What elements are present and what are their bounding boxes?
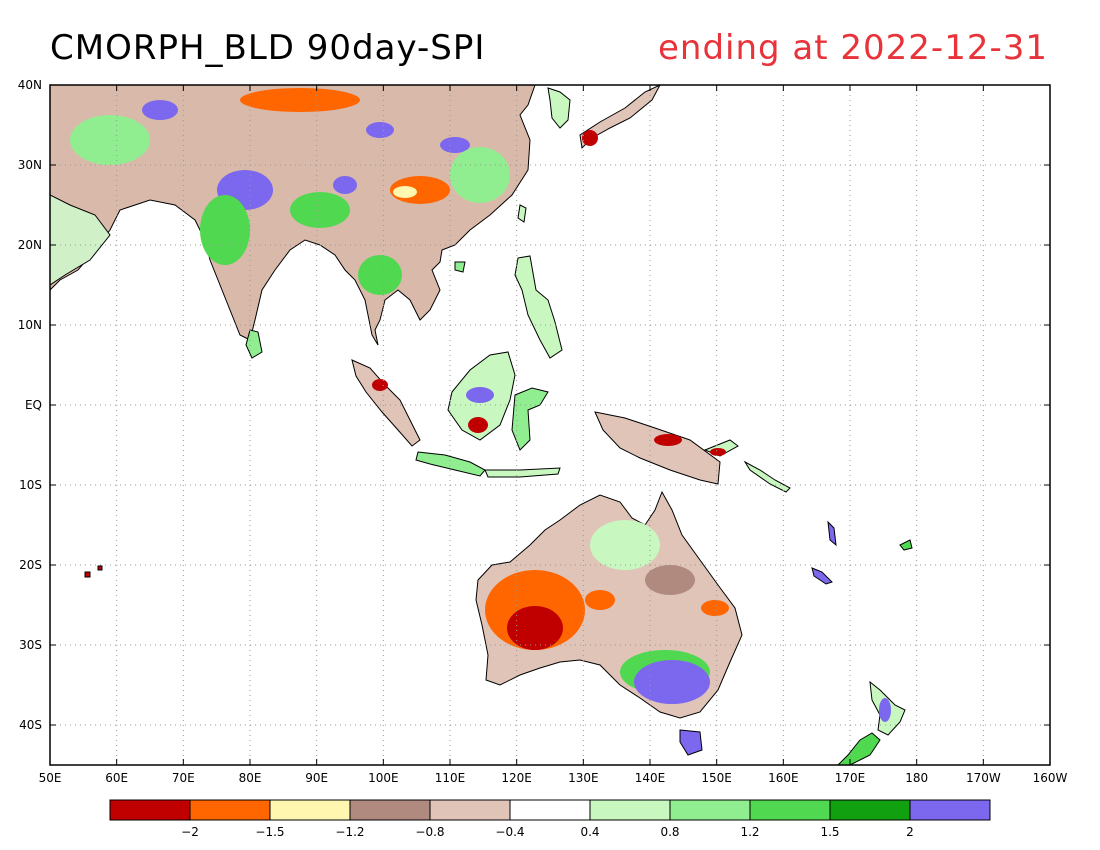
colorbar-swatch — [509, 799, 591, 821]
new-caledonia-island — [811, 567, 833, 585]
new-zealand-south-island — [837, 732, 881, 765]
lon-tick-label: 90E — [305, 771, 328, 785]
lon-tick-label: 120E — [501, 771, 532, 785]
spi-blob — [372, 379, 388, 391]
colorbar-tick-label: −0.4 — [495, 825, 524, 839]
colorbar-tick-label: −2 — [181, 825, 199, 839]
lat-tick-label: 10N — [18, 318, 42, 332]
philippines-islands — [514, 255, 563, 359]
java-island — [415, 451, 486, 477]
lat-tick-label: 40S — [19, 718, 42, 732]
colorbar-tick-label: 0.8 — [660, 825, 679, 839]
spi-blob — [879, 698, 891, 722]
spi-anomaly-layer — [70, 88, 891, 722]
map-title: CMORPH_BLD 90day-SPI — [50, 28, 486, 68]
colorbar-tick-label: 1.2 — [740, 825, 759, 839]
spi-blob — [358, 255, 402, 295]
spi-blob — [333, 176, 357, 194]
lon-tick-label: 180 — [905, 771, 928, 785]
colorbar-swatch — [829, 799, 911, 821]
colorbar-swatch — [349, 799, 431, 821]
taiwan-island — [517, 204, 527, 223]
colorbar-swatch — [669, 799, 751, 821]
reunion-island — [97, 565, 103, 571]
spi-blob — [200, 195, 250, 265]
colorbar-swatch — [589, 799, 671, 821]
spi-blob — [440, 137, 470, 153]
colorbar-swatch — [429, 799, 511, 821]
lon-tick-label: 150E — [701, 771, 732, 785]
colorbar-swatch — [269, 799, 351, 821]
solomon-islands — [743, 460, 791, 493]
spi-blob — [634, 660, 710, 704]
map-ticks: 50E 60E 70E 80E 90E 100E 110E 120E 130E 140E 150E 1… — [18, 78, 1068, 785]
mauritius-island — [84, 571, 91, 578]
lon-tick-label: 170E — [835, 771, 866, 785]
colorbar-swatch — [909, 799, 991, 821]
lon-tick-label: 60E — [105, 771, 128, 785]
lat-tick-label: 20S — [19, 558, 42, 572]
new-guinea-island — [594, 411, 721, 485]
spi-blob — [70, 115, 150, 165]
lon-tick-label: 160E — [768, 771, 799, 785]
spi-blob — [142, 100, 178, 120]
lat-tick-label: 30N — [18, 158, 42, 172]
spi-blob — [366, 122, 394, 138]
lat-tick-label: 10S — [19, 478, 42, 492]
colorbar-tick-label: −1.5 — [255, 825, 284, 839]
fiji-islands — [899, 539, 913, 551]
lon-tick-label: 110E — [435, 771, 466, 785]
spi-blob — [468, 417, 488, 433]
spi-blob — [590, 520, 660, 570]
map-subtitle: ending at 2022-12-31 — [658, 28, 1048, 68]
map-gridlines — [50, 85, 1050, 765]
spi-blob — [393, 186, 417, 198]
spi-blob — [710, 448, 726, 456]
lat-tick-label: 20N — [18, 238, 42, 252]
korea-landmass — [547, 87, 571, 129]
spi-blob — [507, 606, 563, 650]
japan-landmass — [579, 85, 661, 150]
spi-blob — [466, 387, 494, 403]
colorbar-tick-label: 1.5 — [820, 825, 839, 839]
vanuatu-islands — [827, 520, 837, 547]
lat-tick-label: 40N — [18, 78, 42, 92]
spi-blob — [701, 600, 729, 616]
hainan-island — [454, 261, 466, 273]
lon-tick-label: 50E — [39, 771, 62, 785]
lon-tick-label: 100E — [368, 771, 399, 785]
colorbar-swatch — [109, 799, 191, 821]
lat-tick-label: 30S — [19, 638, 42, 652]
colorbar-swatch — [749, 799, 831, 821]
tasmania-island — [679, 729, 703, 756]
spi-blob — [645, 565, 695, 595]
lon-tick-label: 140E — [635, 771, 666, 785]
arabia-edge — [50, 194, 111, 286]
spi-blob — [240, 88, 360, 112]
spi-blob — [290, 192, 350, 228]
spi-blob — [585, 590, 615, 610]
spi-blob — [450, 147, 510, 203]
lon-tick-label: 160W — [1033, 771, 1068, 785]
spi-blob — [582, 130, 598, 146]
spi-blob — [654, 434, 682, 446]
colorbar: −2 −1.5 −1.2 −0.8 −0.4 0.4 0.8 1.2 1.5 2 — [109, 799, 991, 839]
lat-tick-label: EQ — [25, 398, 42, 412]
colorbar-tick-label: 2 — [906, 825, 914, 839]
lon-tick-label: 80E — [239, 771, 262, 785]
lesser-sunda-islands — [484, 467, 561, 478]
lon-tick-label: 70E — [172, 771, 195, 785]
lon-tick-label: 130E — [568, 771, 599, 785]
lon-tick-label: 170W — [966, 771, 1001, 785]
colorbar-tick-label: −0.8 — [415, 825, 444, 839]
colorbar-tick-label: −1.2 — [335, 825, 364, 839]
colorbar-swatch — [189, 799, 271, 821]
colorbar-tick-label: 0.4 — [580, 825, 599, 839]
map-frame — [49, 84, 1051, 766]
sulawesi-island — [511, 387, 549, 451]
